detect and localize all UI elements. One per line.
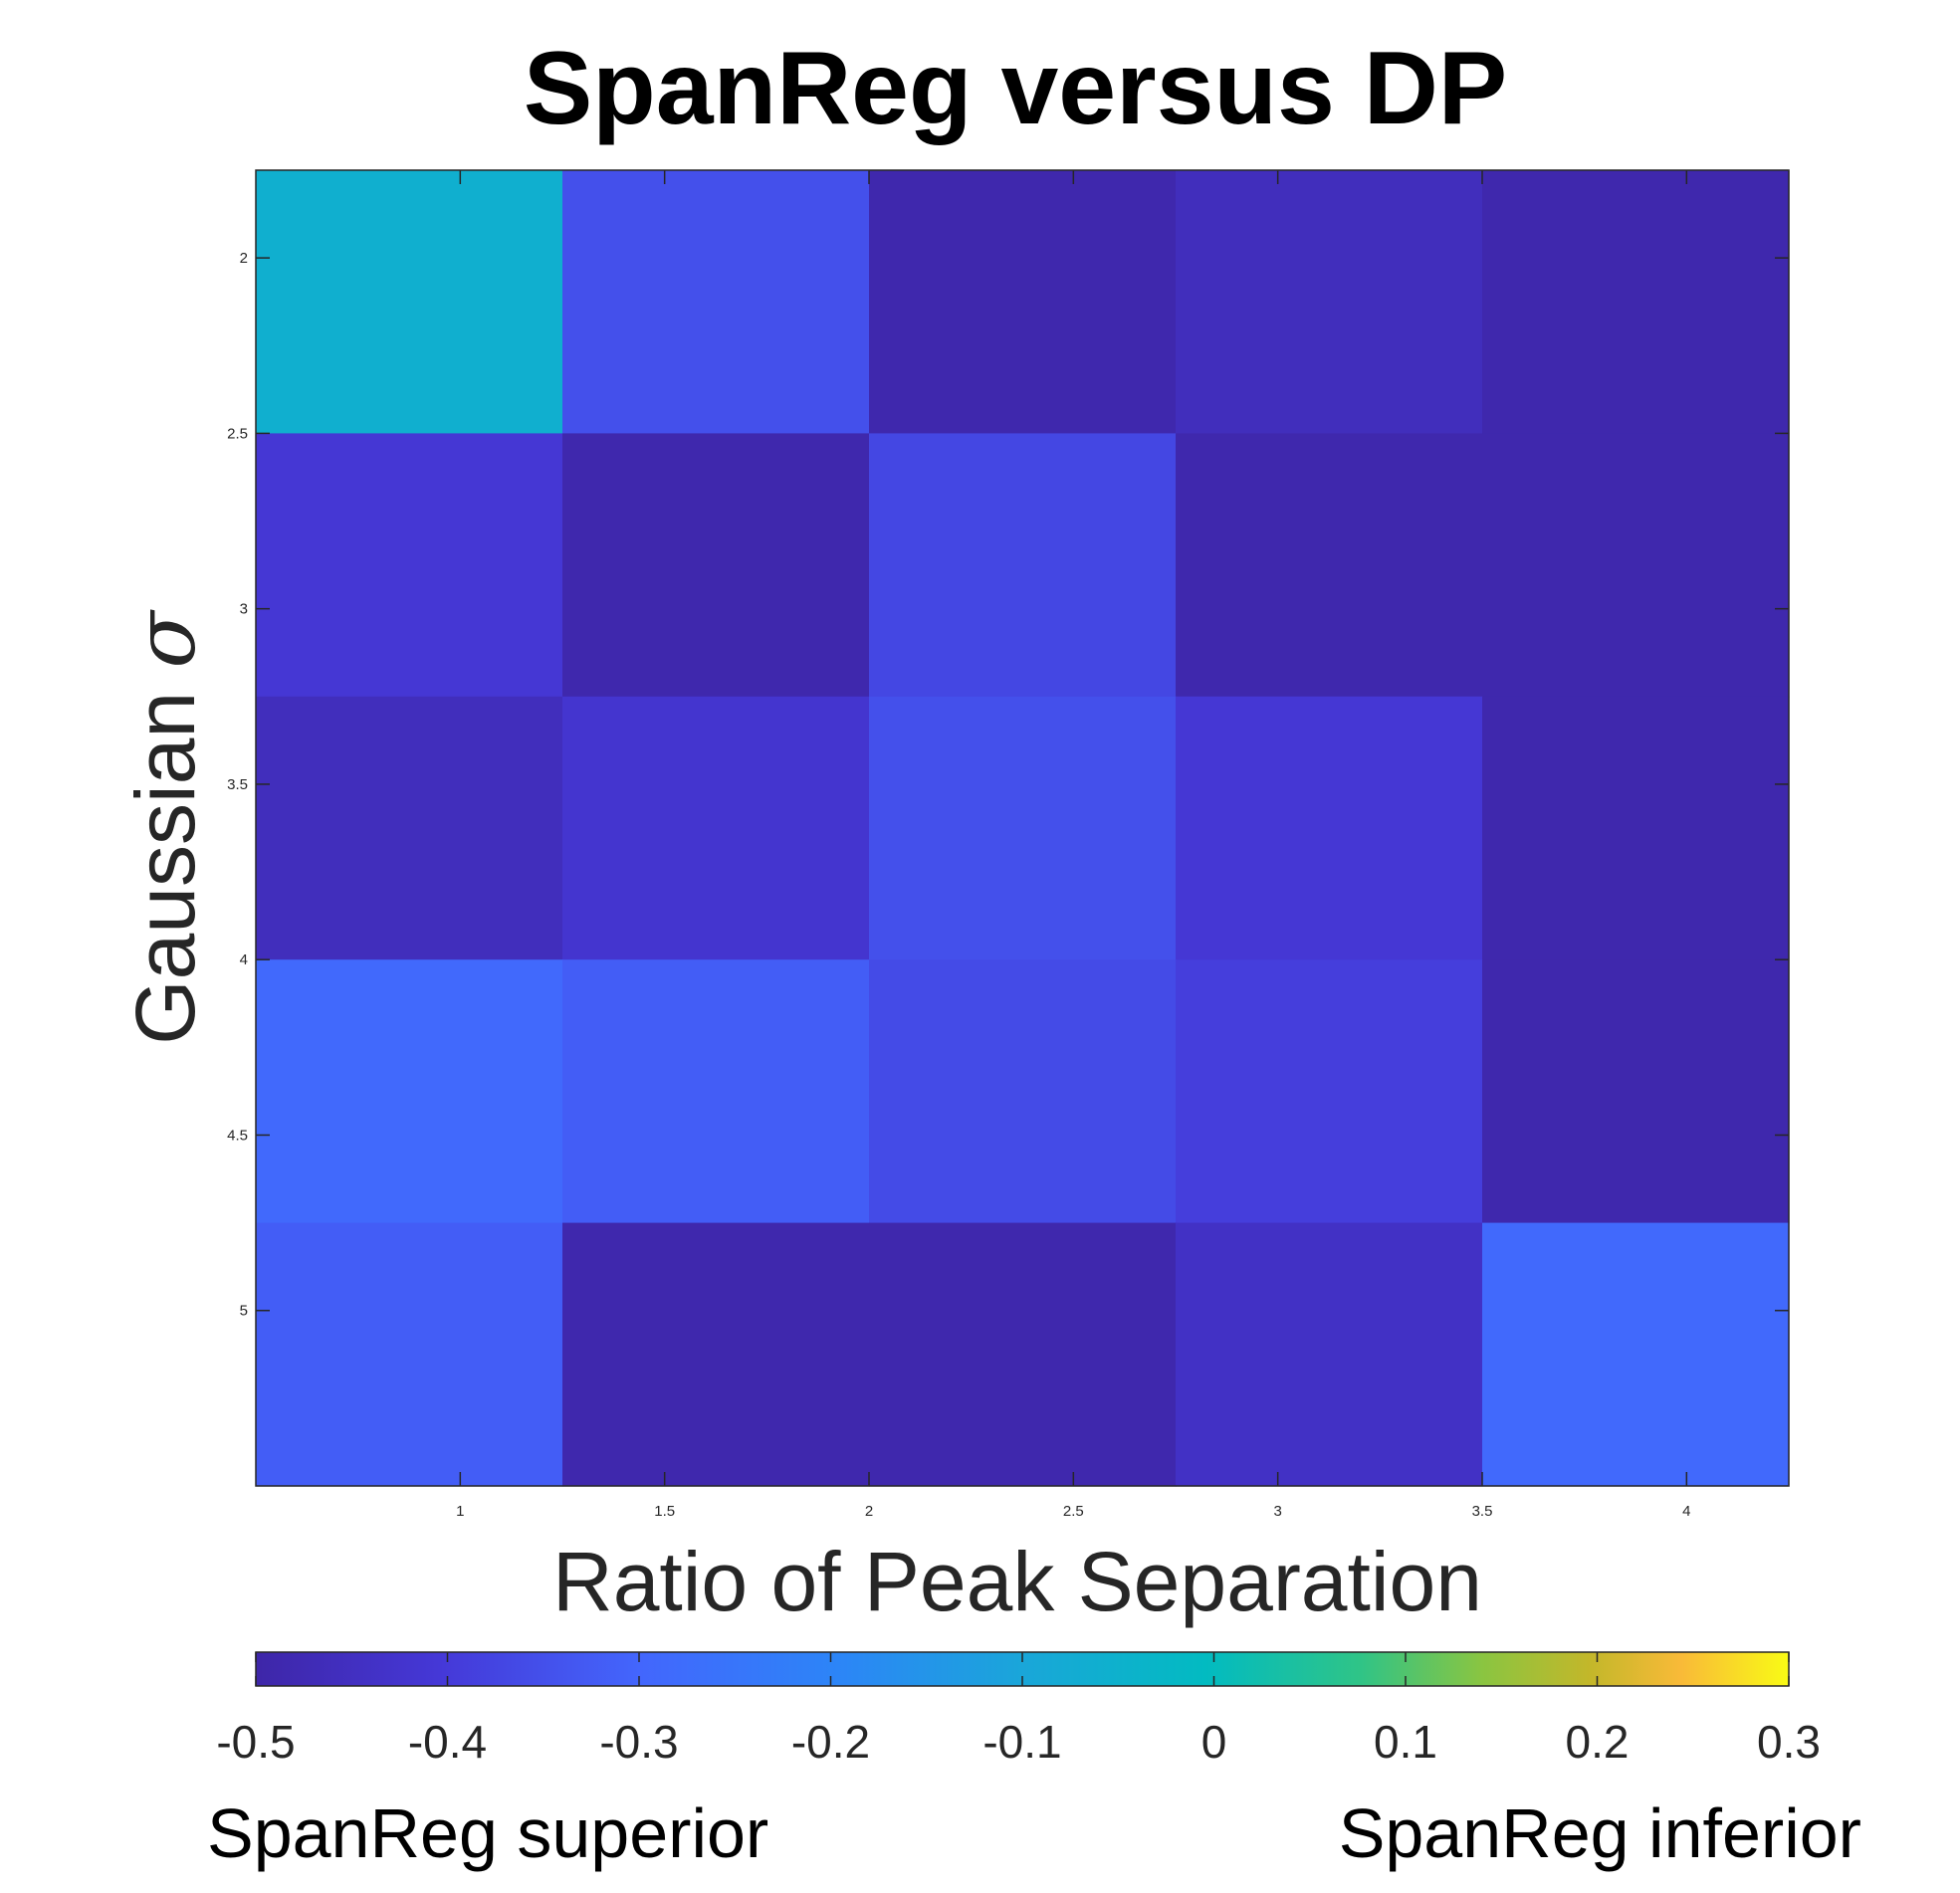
- colorbar-tick-label: -0.4: [408, 1716, 487, 1768]
- y-tick-label: 2: [240, 250, 248, 267]
- y-tick-label: 5: [240, 1303, 248, 1320]
- x-tick-label: 1: [456, 1503, 464, 1520]
- y-tick-label: 3: [240, 601, 248, 618]
- colorbar-tick-label: 0.2: [1566, 1716, 1630, 1768]
- y-axis-ticks: 2 2.5 3 3.5 4 4.5 5: [227, 250, 1789, 1320]
- heatmap-cell: [869, 696, 1177, 960]
- plot-frame: [255, 169, 1790, 1487]
- y-axis-label: Gaussian σ: [116, 609, 214, 1045]
- heatmap-cell: [256, 696, 563, 960]
- heatmap-cell: [869, 433, 1177, 698]
- heatmap-cell: [1482, 1222, 1790, 1487]
- x-axis-ticks: 1 1.5 2 2.5 3 3.5 4: [456, 170, 1691, 1520]
- x-tick-label: 3: [1273, 1503, 1281, 1520]
- x-tick-label: 2.5: [1063, 1503, 1084, 1520]
- colorbar-right-caption: SpanReg inferior: [1339, 1794, 1861, 1872]
- heatmap-cell: [1482, 170, 1790, 434]
- y-tick-label: 4.5: [227, 1127, 248, 1144]
- colorbar-ticks: -0.5 -0.4 -0.3 -0.2 -0.1 0 0.1 0.2 0.3: [216, 1652, 1821, 1768]
- colorbar-tick-label: 0.3: [1757, 1716, 1821, 1768]
- heatmap-cell: [1482, 959, 1790, 1224]
- heatmap-cell: [1482, 696, 1790, 960]
- heatmap-cell: [256, 170, 563, 434]
- chart-title: SpanReg versus DP: [524, 31, 1507, 146]
- colorbar-tick-label: -0.5: [216, 1716, 295, 1768]
- heatmap-cell: [256, 1222, 563, 1487]
- y-tick-label: 4: [240, 951, 248, 968]
- heatmap-cell: [869, 959, 1177, 1224]
- heatmap-cell: [562, 696, 870, 960]
- heatmap-cell: [256, 433, 563, 698]
- y-axis-label-text: Gaussian: [118, 669, 212, 1045]
- x-tick-label: 1.5: [654, 1503, 675, 1520]
- heatmap-cells: [256, 170, 1790, 1487]
- heatmap-cell: [1176, 170, 1483, 434]
- x-tick-label: 2: [865, 1503, 873, 1520]
- x-tick-label: 3.5: [1472, 1503, 1493, 1520]
- heatmap-cell: [562, 1222, 870, 1487]
- heatmap-cell: [562, 170, 870, 434]
- heatmap-cell: [1176, 696, 1483, 960]
- heatmap-cell: [869, 170, 1177, 434]
- heatmap-cell: [256, 959, 563, 1224]
- heatmap-cell: [1176, 959, 1483, 1224]
- heatmap-cell: [1176, 1222, 1483, 1487]
- colorbar-tick-label: -0.1: [982, 1716, 1061, 1768]
- x-tick-label: 4: [1682, 1503, 1690, 1520]
- colorbar-tick-label: -0.3: [599, 1716, 678, 1768]
- heatmap-cell: [1482, 433, 1790, 698]
- colorbar-tick-label: 0.1: [1374, 1716, 1437, 1768]
- heatmap-cell: [1176, 433, 1483, 698]
- heatmap-cell: [562, 433, 870, 698]
- heatmap-cell: [869, 1222, 1177, 1487]
- y-tick-label: 2.5: [227, 425, 248, 442]
- heatmap-cell: [562, 959, 870, 1224]
- colorbar-tick-label: 0: [1201, 1716, 1227, 1768]
- colorbar-left-caption: SpanReg superior: [207, 1794, 768, 1872]
- y-axis-label-symbol: σ: [116, 609, 214, 669]
- x-axis-label: Ratio of Peak Separation: [552, 1535, 1482, 1628]
- colorbar-tick-label: -0.2: [791, 1716, 870, 1768]
- y-tick-label: 3.5: [227, 776, 248, 793]
